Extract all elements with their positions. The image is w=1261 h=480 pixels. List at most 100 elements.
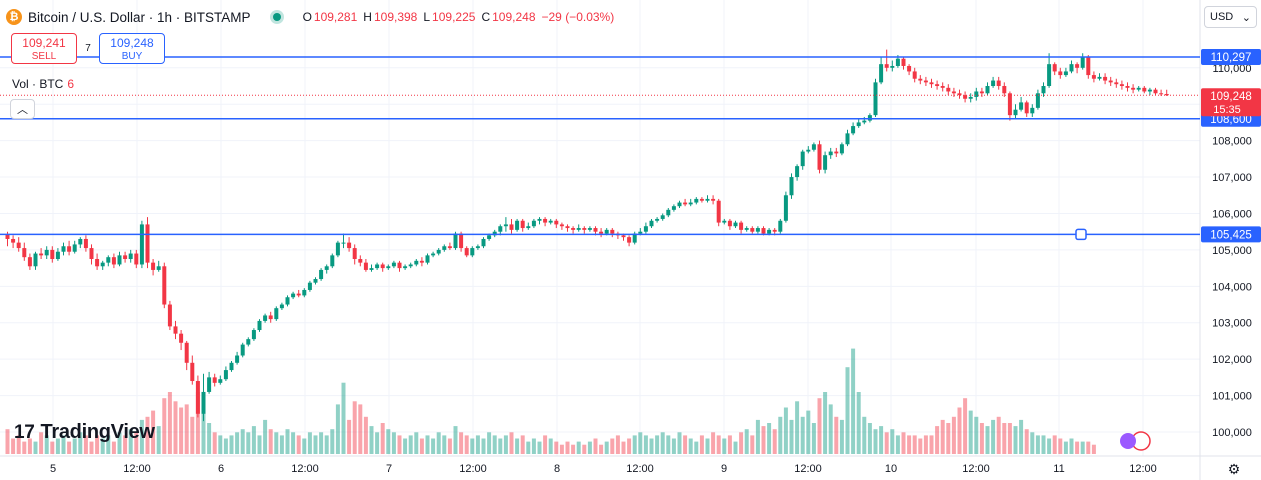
- volume-bar: [319, 432, 324, 454]
- volume-bar: [660, 432, 665, 454]
- volume-bar: [173, 401, 178, 454]
- candle-body: [593, 228, 598, 232]
- candle-body: [503, 224, 508, 227]
- volume-bar: [974, 416, 979, 454]
- candle-body: [117, 255, 122, 265]
- candle-body: [957, 93, 962, 96]
- volume-bar: [559, 444, 564, 454]
- currency-select[interactable]: USD ⌄: [1204, 6, 1257, 28]
- candle-body: [419, 260, 424, 263]
- volume-bar: [11, 438, 16, 454]
- candle-body: [705, 198, 710, 201]
- candle-body: [1052, 64, 1057, 72]
- volume-bar: [128, 429, 133, 454]
- candle-body: [1086, 56, 1091, 76]
- volume-bar: [263, 419, 268, 454]
- candle-body: [884, 64, 889, 68]
- volume-legend[interactable]: Vol · BTC 6: [12, 77, 74, 91]
- volume-bar: [722, 438, 727, 454]
- candle-body: [268, 315, 273, 320]
- collapse-legend-button[interactable]: ︿: [10, 99, 35, 119]
- candle-body: [341, 242, 346, 244]
- volume-bar: [890, 429, 895, 454]
- candle-body: [979, 91, 984, 94]
- volume-bar: [1069, 438, 1074, 454]
- candle-body: [151, 262, 156, 270]
- volume-bar: [599, 444, 604, 454]
- volume-bar: [537, 441, 542, 454]
- candle-body: [571, 228, 576, 230]
- volume-bar: [744, 429, 749, 454]
- candle-body: [694, 198, 699, 203]
- candle-body: [335, 242, 340, 256]
- candle-body: [761, 228, 766, 234]
- candle-body: [380, 264, 385, 269]
- volume-bar: [767, 423, 772, 454]
- volume-bar: [313, 435, 318, 454]
- buy-button[interactable]: 109,248 BUY: [99, 33, 165, 64]
- volume-bar: [862, 416, 867, 454]
- candle-body: [772, 229, 777, 232]
- volume-bar: [806, 410, 811, 454]
- candle-body: [78, 238, 83, 245]
- candle-body: [873, 82, 878, 116]
- volume-bar: [386, 429, 391, 454]
- candle-body: [755, 228, 760, 232]
- candle-body: [817, 144, 822, 170]
- volume-bar: [839, 419, 844, 454]
- candle-body: [324, 266, 329, 270]
- horizontal-line-label: 105,425: [1210, 229, 1252, 241]
- volume-bar: [302, 438, 307, 454]
- volume-bar: [1063, 441, 1068, 454]
- x-tick-label: 9: [721, 463, 727, 475]
- volume-bar: [548, 438, 553, 454]
- volume-bar: [55, 438, 60, 454]
- symbol-title[interactable]: Bitcoin / U.S. Dollar · 1h · BITSTAMP: [28, 9, 251, 25]
- candle-body: [201, 391, 206, 414]
- candle-body: [683, 202, 688, 205]
- volume-bar: [212, 432, 217, 454]
- tradingview-logo[interactable]: 17 TradingView: [14, 421, 155, 444]
- candle-body: [1035, 93, 1040, 108]
- volume-bar: [22, 441, 27, 454]
- volume-bar: [951, 416, 956, 454]
- candle-body: [72, 244, 77, 252]
- volume-bar: [627, 438, 632, 454]
- volume-bar: [307, 432, 312, 454]
- candle-body: [929, 82, 934, 85]
- chart-legend: ₿ Bitcoin / U.S. Dollar · 1h · BITSTAMP …: [6, 7, 614, 27]
- candle-body: [487, 235, 492, 239]
- gear-icon[interactable]: ⚙: [1227, 460, 1241, 477]
- volume-bar: [783, 407, 788, 454]
- sell-button[interactable]: 109,241 SELL: [11, 33, 77, 64]
- close-value: 109,248: [492, 10, 536, 24]
- volume-bar: [834, 416, 839, 454]
- volume-bar: [459, 432, 464, 454]
- volume-bar: [593, 438, 598, 454]
- volume-bar: [447, 438, 452, 454]
- candle-body: [940, 86, 945, 88]
- volume-bar: [800, 416, 805, 454]
- candle-body: [162, 266, 167, 305]
- candle-body: [1058, 71, 1063, 76]
- candle-body: [739, 222, 744, 230]
- volume-bar: [162, 398, 167, 454]
- volume-bar: [565, 441, 570, 454]
- volume-bar: [778, 416, 783, 454]
- volume-bar: [16, 435, 21, 454]
- volume-bar: [733, 441, 738, 454]
- volume-bar: [5, 429, 10, 454]
- y-tick-label: 110,000: [1213, 63, 1252, 75]
- countdown-label: 15:35: [1213, 104, 1241, 116]
- market-status-icon: [272, 13, 281, 21]
- x-tick-label: 10: [885, 463, 897, 475]
- candle-body: [727, 220, 732, 227]
- candle-body: [11, 238, 16, 243]
- candle-body: [223, 370, 228, 380]
- candle-body: [251, 330, 256, 340]
- candle-body: [83, 238, 88, 249]
- candle-body: [531, 220, 536, 227]
- volume-bar: [1086, 441, 1091, 454]
- candle-body: [386, 266, 391, 269]
